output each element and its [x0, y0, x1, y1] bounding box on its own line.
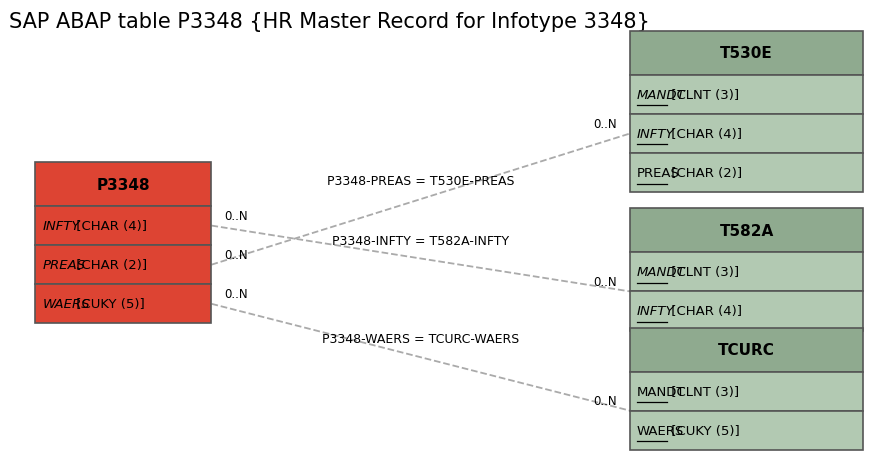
- Text: T530E: T530E: [721, 46, 773, 61]
- Text: WAERS: WAERS: [637, 424, 685, 437]
- Text: P3348-INFTY = T582A-INFTY: P3348-INFTY = T582A-INFTY: [332, 234, 509, 247]
- Text: INFTY: INFTY: [637, 128, 675, 141]
- Text: MANDT: MANDT: [637, 89, 685, 102]
- Text: [CLNT (3)]: [CLNT (3)]: [667, 89, 739, 102]
- Text: 0..N: 0..N: [593, 275, 617, 288]
- Text: INFTY: INFTY: [637, 305, 675, 318]
- Text: PREAS: PREAS: [637, 167, 680, 180]
- Text: [CLNT (3)]: [CLNT (3)]: [667, 266, 739, 279]
- Text: [CLNT (3)]: [CLNT (3)]: [667, 385, 739, 398]
- Text: 0..N: 0..N: [593, 394, 617, 407]
- Text: P3348-PREAS = T530E-PREAS: P3348-PREAS = T530E-PREAS: [327, 175, 515, 188]
- Bar: [630, 115, 863, 154]
- Text: 0..N: 0..N: [225, 209, 248, 222]
- Text: 0..N: 0..N: [225, 248, 248, 261]
- Text: P3348: P3348: [97, 177, 150, 192]
- Text: [CHAR (2)]: [CHAR (2)]: [72, 258, 147, 272]
- Text: T582A: T582A: [720, 223, 774, 238]
- Text: [CHAR (4)]: [CHAR (4)]: [667, 128, 742, 141]
- Bar: [35, 285, 211, 324]
- Bar: [630, 209, 863, 253]
- Text: [CHAR (4)]: [CHAR (4)]: [667, 305, 742, 318]
- Bar: [35, 207, 211, 246]
- Bar: [630, 253, 863, 292]
- Text: [CUKY (5)]: [CUKY (5)]: [72, 298, 145, 311]
- Text: WAERS: WAERS: [42, 298, 90, 311]
- Text: [CUKY (5)]: [CUKY (5)]: [667, 424, 740, 437]
- Bar: [630, 411, 863, 450]
- Bar: [35, 246, 211, 285]
- Text: PREAS: PREAS: [42, 258, 85, 272]
- Text: MANDT: MANDT: [637, 385, 685, 398]
- Bar: [630, 154, 863, 193]
- Text: MANDT: MANDT: [637, 266, 685, 279]
- Bar: [630, 76, 863, 115]
- Bar: [630, 32, 863, 76]
- Bar: [630, 292, 863, 331]
- Text: SAP ABAP table P3348 {HR Master Record for Infotype 3348}: SAP ABAP table P3348 {HR Master Record f…: [9, 12, 649, 32]
- Text: 0..N: 0..N: [225, 288, 248, 300]
- Text: 0..N: 0..N: [593, 118, 617, 130]
- Text: TCURC: TCURC: [718, 342, 775, 357]
- Text: INFTY: INFTY: [42, 219, 80, 233]
- Bar: [35, 163, 211, 207]
- Bar: [630, 372, 863, 411]
- Text: [CHAR (2)]: [CHAR (2)]: [667, 167, 742, 180]
- Text: [CHAR (4)]: [CHAR (4)]: [72, 219, 147, 233]
- Bar: [630, 328, 863, 372]
- Text: P3348-WAERS = TCURC-WAERS: P3348-WAERS = TCURC-WAERS: [322, 333, 519, 346]
